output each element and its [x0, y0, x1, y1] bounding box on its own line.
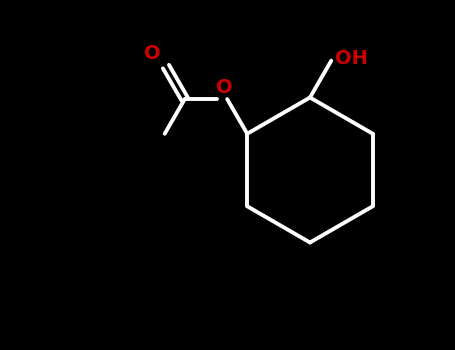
- Text: O: O: [144, 44, 161, 63]
- Text: O: O: [217, 78, 233, 97]
- Text: OH: OH: [335, 49, 368, 68]
